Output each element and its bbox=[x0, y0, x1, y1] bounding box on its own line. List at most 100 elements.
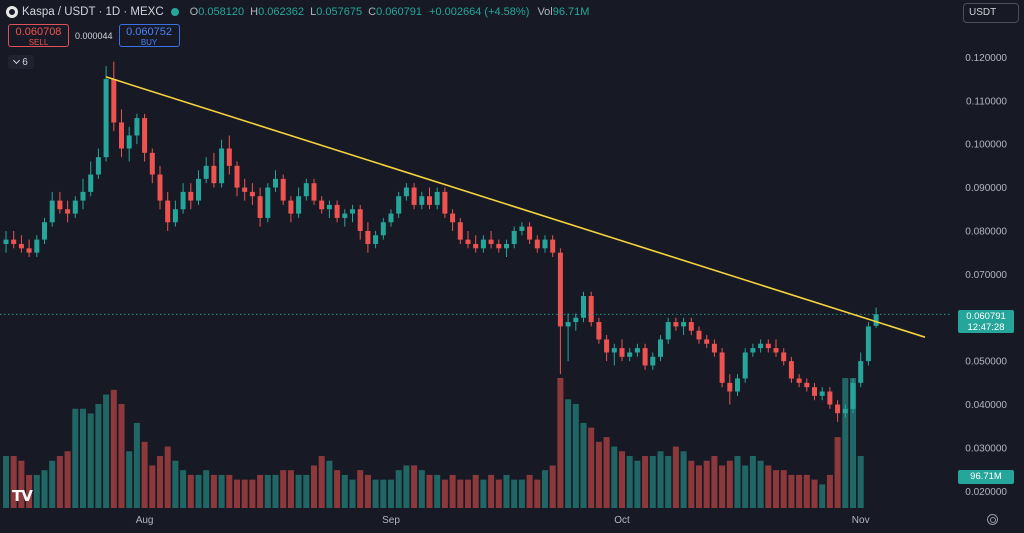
volume-bar bbox=[41, 470, 48, 508]
volume-bar bbox=[719, 465, 726, 508]
volume-bar bbox=[749, 456, 756, 508]
volume-bar bbox=[287, 470, 294, 508]
volume-bar bbox=[326, 460, 333, 508]
candle-body bbox=[157, 174, 163, 201]
volume-bar bbox=[480, 479, 487, 508]
candle-body bbox=[450, 213, 456, 223]
candle-body bbox=[588, 296, 594, 323]
volume-bar bbox=[572, 404, 579, 508]
candle-body bbox=[442, 191, 448, 214]
candle-body bbox=[11, 239, 17, 244]
candle-body bbox=[788, 361, 794, 379]
candle-body bbox=[850, 382, 856, 409]
candle-body bbox=[373, 235, 379, 244]
candle-body bbox=[665, 322, 671, 340]
volume-bar bbox=[72, 408, 79, 508]
candle-body bbox=[804, 382, 810, 388]
candle-body bbox=[342, 213, 348, 218]
candle-body bbox=[142, 118, 148, 153]
volume-bar bbox=[834, 437, 841, 508]
volume-bar bbox=[634, 460, 641, 508]
trendline bbox=[105, 76, 926, 338]
candle-body bbox=[488, 239, 494, 244]
candle-body bbox=[26, 248, 32, 253]
candle-body bbox=[812, 387, 817, 396]
volume-bar bbox=[33, 474, 40, 508]
candle-body bbox=[95, 157, 101, 175]
buy-button[interactable]: 0.060752 BUY bbox=[118, 24, 180, 47]
volume-bar bbox=[210, 474, 217, 508]
volume-bar bbox=[595, 441, 602, 508]
candle-body bbox=[80, 191, 86, 201]
volume-bar bbox=[357, 470, 364, 508]
symbol-title[interactable]: Kaspa / USDT · 1D · MEXC bbox=[22, 6, 164, 18]
candle-body bbox=[388, 213, 394, 223]
volume-bar bbox=[272, 474, 279, 508]
volume-bar bbox=[503, 474, 510, 508]
volume-bar bbox=[603, 437, 610, 508]
candle-body bbox=[619, 348, 625, 357]
candle-body bbox=[550, 239, 556, 253]
volume-bar bbox=[87, 413, 94, 508]
volume-bar bbox=[495, 479, 502, 508]
candle-body bbox=[334, 204, 340, 218]
sell-button[interactable]: 0.060708 SELL bbox=[8, 24, 69, 47]
candle-body bbox=[727, 382, 733, 392]
volume-bar bbox=[234, 479, 240, 508]
indicators-toggle[interactable]: 6 bbox=[8, 55, 34, 69]
volume-bar bbox=[518, 479, 525, 508]
candle-body bbox=[773, 348, 779, 353]
candle-body bbox=[835, 404, 841, 414]
candle-body bbox=[419, 196, 425, 205]
candle-body bbox=[88, 174, 94, 192]
volume-bar bbox=[133, 422, 140, 508]
volume-bar bbox=[773, 470, 779, 508]
candle-body bbox=[126, 135, 132, 149]
candle-body bbox=[188, 191, 194, 201]
volume-bar bbox=[418, 470, 425, 508]
volume-bar bbox=[796, 474, 803, 508]
candle-body bbox=[72, 200, 78, 214]
candle-body bbox=[311, 183, 317, 201]
ohlc-values: O0.058120 H0.062362 L0.057675 C0.060791 … bbox=[189, 6, 590, 18]
volume-bar bbox=[388, 479, 394, 508]
candle-body bbox=[465, 239, 471, 244]
candle-body bbox=[149, 152, 155, 175]
volume-bar bbox=[187, 474, 194, 508]
candle-body bbox=[257, 196, 263, 218]
candle-body bbox=[704, 339, 710, 344]
tradingview-logo[interactable]: TV bbox=[12, 487, 33, 505]
volume-bar bbox=[264, 474, 271, 508]
candle-body bbox=[180, 191, 186, 210]
candle-body bbox=[719, 352, 725, 383]
volume-bar bbox=[195, 474, 202, 508]
y-tick-label: 0.040000 bbox=[965, 400, 1007, 411]
candle-body bbox=[196, 178, 201, 201]
volume-bar bbox=[526, 474, 533, 508]
volume-bar bbox=[226, 474, 233, 508]
candle-body bbox=[119, 122, 124, 149]
candle-body bbox=[427, 196, 432, 205]
candle-body bbox=[735, 378, 740, 392]
kaspa-logo-icon bbox=[6, 6, 18, 18]
volume-bar bbox=[118, 404, 125, 508]
settings-icon[interactable] bbox=[987, 514, 998, 525]
candle-body bbox=[203, 165, 209, 179]
candle-body bbox=[242, 187, 248, 192]
candle-body bbox=[111, 79, 117, 123]
volume-bar bbox=[780, 470, 787, 508]
volume-bar bbox=[534, 479, 541, 508]
volume-bar bbox=[626, 456, 633, 508]
candle-body bbox=[18, 243, 24, 249]
x-tick-label: Sep bbox=[382, 515, 400, 526]
candle-body bbox=[596, 322, 602, 340]
volume-bar bbox=[218, 474, 225, 508]
currency-selector[interactable]: USDT bbox=[963, 3, 1019, 23]
candle-body bbox=[473, 243, 479, 249]
volume-bar bbox=[726, 460, 733, 508]
candle-body bbox=[296, 196, 302, 214]
candle-body bbox=[819, 391, 825, 396]
candle-body bbox=[288, 200, 294, 214]
candle-body bbox=[411, 187, 417, 205]
